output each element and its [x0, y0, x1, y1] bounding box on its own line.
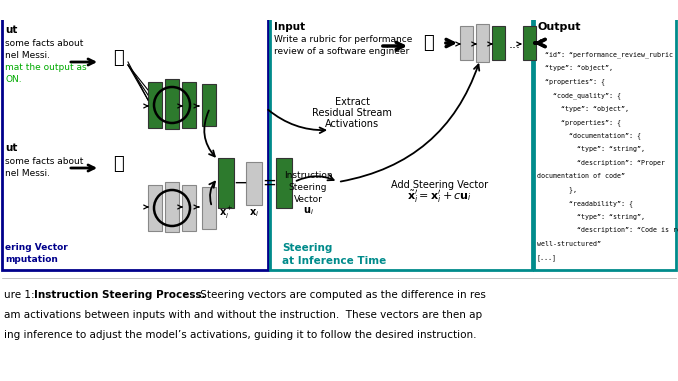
Text: some facts about: some facts about [5, 157, 83, 166]
Bar [182, 82, 196, 128]
Text: $\tilde{\mathbf{x}}_i' = \mathbf{x}_i' + c\mathbf{u}_i$: $\tilde{\mathbf{x}}_i' = \mathbf{x}_i' +… [407, 189, 473, 205]
Text: 🤖: 🤖 [113, 155, 123, 173]
Text: some facts about: some facts about [5, 40, 83, 48]
Text: {: { [537, 38, 541, 45]
Text: ering Vector: ering Vector [5, 243, 68, 253]
Text: ing inference to adjust the model’s activations, guiding it to follow the desire: ing inference to adjust the model’s acti… [4, 330, 477, 340]
Text: Output: Output [538, 22, 582, 32]
Text: 🤖: 🤖 [422, 34, 433, 52]
Text: ure 1:: ure 1: [4, 290, 38, 300]
Text: nel Messi.: nel Messi. [5, 170, 50, 179]
Text: “documentation”: {: “documentation”: { [537, 133, 641, 139]
Bar [460, 26, 473, 60]
Text: },: }, [537, 187, 577, 193]
Text: Steering: Steering [289, 182, 327, 192]
Text: well-structured”: well-structured” [537, 240, 601, 247]
Bar [534, 18, 676, 270]
Text: “type”: “object”,: “type”: “object”, [537, 65, 613, 71]
Text: Instruction Steering Process.: Instruction Steering Process. [34, 290, 205, 300]
Bar [270, 18, 532, 270]
Text: nel Messi.: nel Messi. [5, 51, 50, 61]
Bar [276, 158, 292, 208]
Text: documentation of code”: documentation of code” [537, 173, 625, 179]
Text: at Inference Time: at Inference Time [282, 256, 386, 266]
Text: ...: ... [509, 37, 521, 51]
Text: am activations between inputs with and without the instruction.  These vectors a: am activations between inputs with and w… [4, 310, 482, 320]
Text: ut: ut [5, 143, 18, 153]
Text: ut: ut [5, 25, 18, 35]
Text: $\mathbf{u}_i$: $\mathbf{u}_i$ [302, 205, 313, 217]
Text: mat the output as: mat the output as [5, 64, 87, 72]
Bar [202, 84, 216, 126]
Bar [523, 26, 536, 60]
Text: Steering: Steering [282, 243, 332, 253]
Text: Instruction: Instruction [283, 171, 332, 179]
Text: $\mathbf{x}_i^+$: $\mathbf{x}_i^+$ [219, 205, 233, 221]
Text: Input: Input [274, 22, 305, 32]
Text: ON.: ON. [5, 75, 22, 85]
Text: “id”: “performance_review_rubric: “id”: “performance_review_rubric [537, 51, 673, 58]
Bar [0, 0, 678, 20]
Text: Extract: Extract [334, 97, 370, 107]
Bar [476, 24, 489, 62]
Text: Write a rubric for performance: Write a rubric for performance [274, 35, 412, 45]
Text: “type”: “string”,: “type”: “string”, [537, 146, 645, 152]
Bar [148, 82, 162, 128]
Text: 🤖: 🤖 [113, 49, 123, 67]
Bar [492, 26, 505, 60]
Text: review of a software engineer: review of a software engineer [274, 48, 410, 56]
Text: “description”: “Code is reada: “description”: “Code is reada [537, 227, 678, 233]
Text: “description”: “Proper: “description”: “Proper [537, 160, 665, 165]
Bar [246, 162, 262, 205]
Text: $-$: $-$ [233, 173, 247, 191]
Text: “type”: “string”,: “type”: “string”, [537, 213, 645, 219]
Text: Residual Stream: Residual Stream [312, 108, 392, 118]
Bar [148, 185, 162, 231]
Text: Steering vectors are computed as the difference in res: Steering vectors are computed as the dif… [197, 290, 486, 300]
Text: $=$: $=$ [259, 173, 277, 191]
Text: “type”: “object”,: “type”: “object”, [537, 106, 629, 112]
Text: $\mathbf{x}_i$: $\mathbf{x}_i$ [249, 207, 259, 219]
Text: [...]: [...] [537, 254, 557, 261]
Text: “properties”: {: “properties”: { [537, 119, 621, 126]
Text: “code_quality”: {: “code_quality”: { [537, 92, 621, 99]
Bar [202, 187, 216, 229]
Bar [2, 18, 268, 270]
Bar [165, 79, 179, 129]
Text: Vector: Vector [294, 194, 323, 203]
Text: “readability”: {: “readability”: { [537, 200, 633, 207]
Text: “properties”: {: “properties”: { [537, 78, 605, 85]
Text: mputation: mputation [5, 256, 58, 264]
Bar [218, 158, 234, 208]
Text: Add Steering Vector: Add Steering Vector [391, 180, 489, 190]
Bar [165, 182, 179, 232]
Bar [182, 185, 196, 231]
Text: Activations: Activations [325, 119, 379, 129]
